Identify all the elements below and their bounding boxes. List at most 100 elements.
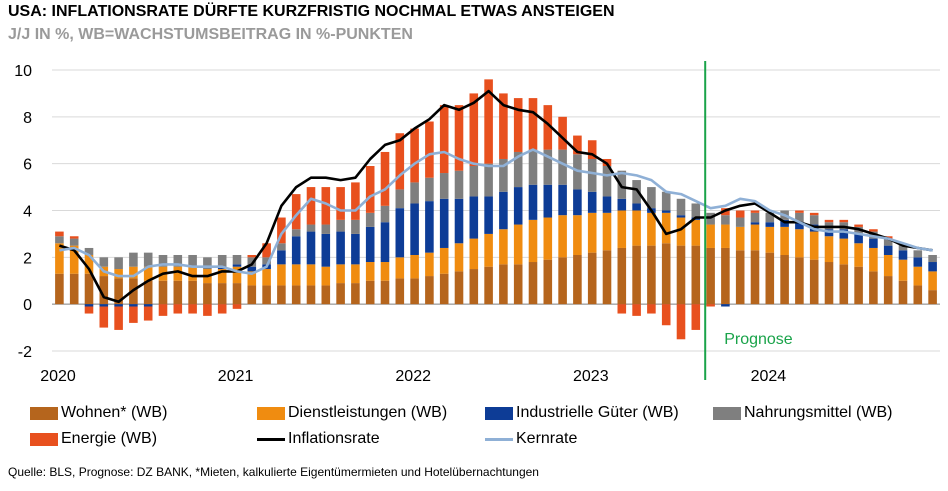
bar-segment — [173, 254, 183, 267]
bar-segment — [439, 173, 449, 199]
bar-segment — [854, 243, 863, 267]
bar-segment — [839, 219, 849, 223]
legend-item-dienstleistungen: Dienstleistungen (WB) — [257, 404, 447, 422]
bar-segment — [380, 262, 390, 281]
legend-label-nahrungsmittel: Nahrungsmittel (WB) — [744, 404, 893, 421]
bar-segment — [262, 257, 271, 265]
legend-swatch-dienstleistungen — [257, 406, 285, 420]
bar-segment — [351, 182, 360, 220]
bar-segment — [721, 215, 730, 225]
bar-segment — [84, 254, 94, 274]
forecast-label: Prognose — [724, 331, 793, 348]
bar-segment — [247, 257, 257, 267]
bar-segment — [454, 271, 464, 305]
bar-segment — [247, 254, 257, 258]
bar-segment — [469, 196, 479, 239]
bar-segment — [587, 191, 597, 213]
bar-segment — [203, 257, 212, 270]
bar-segment — [277, 217, 286, 244]
bar-segment — [365, 280, 375, 305]
bar-segment — [439, 247, 449, 274]
bar-segment — [262, 269, 271, 286]
bar-segment — [661, 243, 671, 305]
bar-segment — [69, 238, 79, 246]
bar-segment — [632, 203, 641, 211]
bar-segment — [721, 224, 730, 248]
bar-segment — [439, 273, 449, 305]
legend-swatch-wohnen — [30, 406, 58, 420]
bar-segment — [291, 264, 301, 286]
bar-segment — [676, 245, 686, 305]
legend-item-nahrungsmittel: Nahrungsmittel (WB) — [713, 404, 892, 422]
bar-segment — [232, 304, 242, 309]
bar-segment — [99, 257, 109, 267]
bar-segment — [143, 252, 153, 267]
bar-segment — [587, 212, 597, 253]
bar-segment — [454, 105, 464, 171]
bar-segment — [380, 205, 390, 223]
bar-segment — [632, 304, 641, 316]
legend-swatch-inflationsrate — [257, 437, 285, 441]
bar-segment — [484, 196, 493, 234]
bar-segment — [913, 257, 923, 267]
bar-segment — [602, 212, 612, 251]
bar-segment — [617, 304, 627, 314]
bar-segment — [898, 259, 908, 281]
bar-segment — [306, 224, 316, 232]
bar-segment — [217, 269, 227, 284]
x-tick-label: 2024 — [751, 368, 787, 385]
bar-segment — [469, 269, 479, 305]
bar-segment — [262, 243, 271, 258]
bar-segment — [336, 231, 345, 265]
bar-segment — [232, 264, 242, 267]
bar-segment — [573, 189, 582, 216]
bar-segment — [513, 264, 523, 305]
bar-segment — [247, 285, 257, 305]
bar-segment — [750, 250, 760, 305]
bar-segment — [203, 283, 212, 305]
bar-segment — [454, 170, 464, 199]
bar-segment — [632, 180, 641, 204]
bar-segment — [439, 198, 449, 248]
bar-segment — [247, 266, 257, 272]
bar-segment — [55, 236, 64, 244]
bar-segment — [114, 257, 123, 270]
bar-segment — [158, 280, 168, 305]
bar-segment — [898, 250, 908, 260]
legend-label-energie: Energie (WB) — [61, 430, 158, 447]
bar-segment — [99, 304, 109, 307]
legend-item-kernrate: Kernrate — [485, 430, 577, 448]
bar-segment — [883, 276, 893, 305]
bar-segment — [661, 210, 671, 213]
bar-segment — [129, 266, 138, 279]
bar-segment — [99, 306, 109, 328]
series-line — [59, 89, 933, 304]
bar-segment — [306, 285, 316, 305]
bar-segment — [913, 266, 923, 286]
bar-segment — [928, 290, 937, 305]
bar-segment — [321, 233, 331, 267]
bar-segment — [632, 210, 641, 246]
bar-segment — [395, 257, 405, 279]
bar-segment — [69, 273, 79, 305]
bar-segment — [351, 264, 360, 284]
bar-segment — [484, 233, 493, 267]
bar-segment — [647, 212, 656, 246]
bar-segment — [158, 254, 168, 267]
bar-segment — [706, 247, 715, 305]
bar-segment — [632, 245, 641, 305]
bar-segment — [602, 166, 612, 197]
bar-segment — [869, 271, 878, 305]
legend-label-inflationsrate: Inflationsrate — [288, 430, 380, 447]
bar-segment — [839, 238, 849, 265]
bar-segment — [336, 264, 345, 284]
bar-segment — [661, 212, 671, 244]
bar-segment — [499, 158, 508, 192]
bar-segment — [528, 184, 538, 220]
bar-segment — [869, 247, 878, 272]
bar-segment — [143, 306, 153, 321]
bar-segment — [543, 105, 553, 150]
bar-segment — [795, 212, 804, 223]
bar-segment — [750, 224, 760, 251]
